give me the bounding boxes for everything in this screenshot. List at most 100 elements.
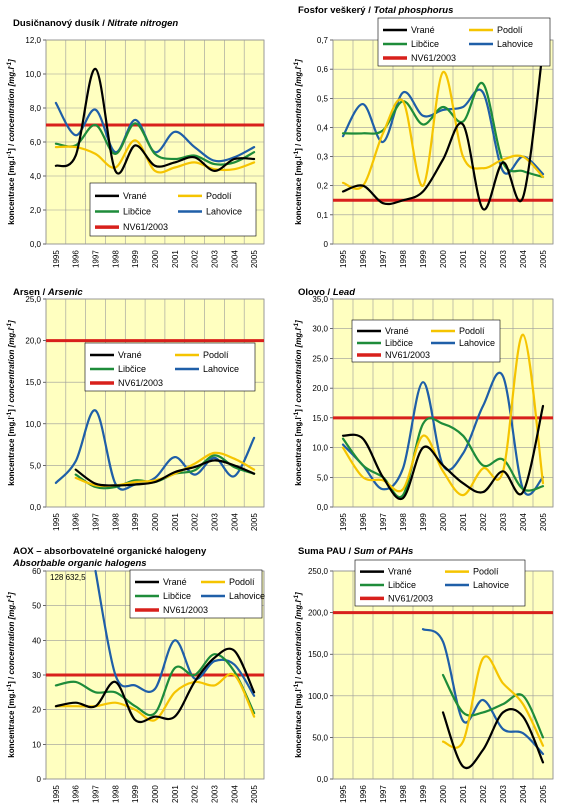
y-tick-label: 0,4 [317, 123, 329, 132]
y-tick-label: 10,0 [312, 444, 328, 453]
x-tick-label: 1997 [92, 250, 101, 268]
y-axis-label-a: koncentrace [mg.l [7, 156, 16, 224]
legend-label-NV61/2003: NV61/2003 [385, 350, 430, 360]
y-axis-label-b: ] / [7, 675, 16, 684]
chart-panel-3: Arsen / Arsenic 0,0 5,0 10,0 15,0 20,0 25,0 199… [7, 287, 265, 531]
y-axis-label-sup: -1 [294, 683, 300, 689]
y-tick-label: 50,0 [312, 733, 328, 742]
legend-label-Lahovice: Lahovice [229, 591, 265, 601]
x-tick-label: 1998 [111, 513, 120, 531]
plot-area [332, 39, 554, 245]
y-axis-label-sup: -1 [7, 150, 13, 156]
y-tick-label: 0,0 [317, 775, 329, 784]
y-tick-label: 35,0 [312, 295, 328, 304]
y-tick-label: 2,0 [30, 206, 42, 215]
y-tick-label: 0,5 [317, 94, 329, 103]
y-tick-label: 0,0 [30, 503, 42, 512]
x-tick-label: 2000 [151, 785, 160, 803]
x-tick-label: 1996 [72, 513, 81, 531]
y-tick-label: 30,0 [312, 325, 328, 334]
y-axis-label-sup2: -1 [294, 61, 300, 67]
x-tick-label: 1995 [339, 513, 348, 531]
x-tick-label: 1995 [339, 250, 348, 268]
x-tick-label: 2003 [499, 785, 508, 803]
y-tick-label: 150,0 [308, 650, 329, 659]
x-tick-label: 2000 [439, 785, 448, 803]
y-axis-label-c: concentration [mg.l [7, 67, 16, 142]
y-axis-label-sup: -1 [7, 411, 13, 417]
x-tick-label: 1999 [131, 250, 140, 268]
legend-label-Lahovice: Lahovice [497, 39, 533, 49]
series-line-Vrané [54, 647, 256, 724]
x-tick-label: 1996 [359, 513, 368, 531]
y-axis-label: koncentrace [mg.l-1] / concentration [mg… [294, 59, 303, 225]
y-axis-label-sup: -1 [294, 150, 300, 156]
x-tick-label: 2000 [151, 250, 160, 268]
y-tick-label: 4,0 [30, 172, 42, 181]
y-tick-label: 10,0 [25, 70, 41, 79]
x-tick-label: 1997 [379, 250, 388, 268]
chart-title-main: Suma PAU / [298, 546, 354, 557]
y-tick-label: 20,0 [312, 384, 328, 393]
y-tick-label: 20 [32, 706, 41, 715]
x-tick-label: 2004 [230, 250, 239, 268]
y-axis-label-sup2: -1 [7, 322, 13, 328]
x-tick-label: 2002 [479, 513, 488, 531]
chart-annotation: 128 632,5 [50, 573, 86, 582]
y-tick-label: 5,0 [30, 461, 42, 470]
y-axis-label-b: ] / [7, 403, 16, 412]
x-tick-label: 2004 [230, 785, 239, 803]
y-axis-label: koncentrace [mg.l-1] / concentration [mg… [294, 592, 303, 758]
y-tick-label: 50 [32, 602, 41, 611]
x-tick-label: 2005 [539, 250, 548, 268]
y-tick-label: 0,2 [317, 182, 329, 191]
legend-label-Vrané: Vrané [163, 577, 187, 587]
x-tick-label: 1995 [52, 513, 61, 531]
series-line-Vrané [54, 67, 256, 175]
chart-legend: Vrané Podolí Libčice Lahovice NV61/2003 [377, 17, 551, 67]
y-axis-label-sup2: -1 [294, 322, 300, 328]
chart-panel-6: Suma PAU / Sum of PAHs 0,0 50,0 100,0 150,0 2… [294, 546, 554, 803]
x-tick-label: 2004 [519, 250, 528, 268]
x-tick-label: 1995 [339, 785, 348, 803]
y-axis-label-d: ] [294, 592, 303, 596]
y-tick-label: 15,0 [25, 378, 41, 387]
legend-label-Podolí: Podolí [497, 25, 523, 35]
y-axis-label-a: koncentrace [mg.l [294, 156, 303, 224]
y-tick-label: 0,7 [317, 36, 329, 45]
x-tick-label: 2001 [171, 250, 180, 268]
legend-label-NV61/2003: NV61/2003 [163, 605, 208, 615]
x-tick-label: 1999 [419, 513, 428, 531]
x-tick-label: 2003 [210, 250, 219, 268]
legend-label-Podolí: Podolí [203, 350, 229, 360]
legend-label-Lahovice: Lahovice [203, 364, 239, 374]
series-line-Libčice [341, 416, 545, 499]
chart-title-main: Fosfor veškerý / [298, 5, 374, 16]
chart-title-italic: Arsenic [47, 287, 84, 298]
chart-panel-4: Olovo / Lead 0,0 5,0 10,0 15,0 20,0 25,0 30,0 35… [294, 287, 554, 531]
x-tick-label: 2001 [171, 785, 180, 803]
y-tick-label: 25,0 [312, 354, 328, 363]
legend-label-Vrané: Vrané [118, 350, 142, 360]
y-tick-label: 0,0 [317, 503, 329, 512]
y-axis-label-c: concentration [mg.l [294, 67, 303, 142]
y-axis-label: koncentrace [mg.l-1] / concentration [mg… [7, 59, 16, 225]
x-tick-label: 1996 [72, 785, 81, 803]
y-axis-label-b: ] / [294, 142, 303, 151]
x-tick-label: 2005 [250, 785, 259, 803]
y-axis-label-c: concentration [mg.l [7, 328, 16, 403]
x-tick-label: 2002 [191, 785, 200, 803]
legend-label-Vrané: Vrané [411, 25, 435, 35]
y-tick-label: 0,3 [317, 153, 329, 162]
chart-legend: Vrané Podolí Libčice Lahovice NV61/2003 [89, 182, 257, 237]
x-tick-label: 1999 [131, 513, 140, 531]
series-line-Lahovice [54, 101, 256, 163]
legend-label-Libčice: Libčice [411, 39, 439, 49]
y-axis-label-c: concentration [mg.l [294, 600, 303, 675]
x-tick-label: 1995 [52, 250, 61, 268]
legend-label-Podolí: Podolí [473, 567, 499, 577]
legend-label-Vrané: Vrané [123, 191, 147, 201]
legend-label-Lahovice: Lahovice [473, 580, 509, 590]
y-tick-label: 0,0 [30, 240, 42, 249]
x-tick-label: 2000 [151, 513, 160, 531]
